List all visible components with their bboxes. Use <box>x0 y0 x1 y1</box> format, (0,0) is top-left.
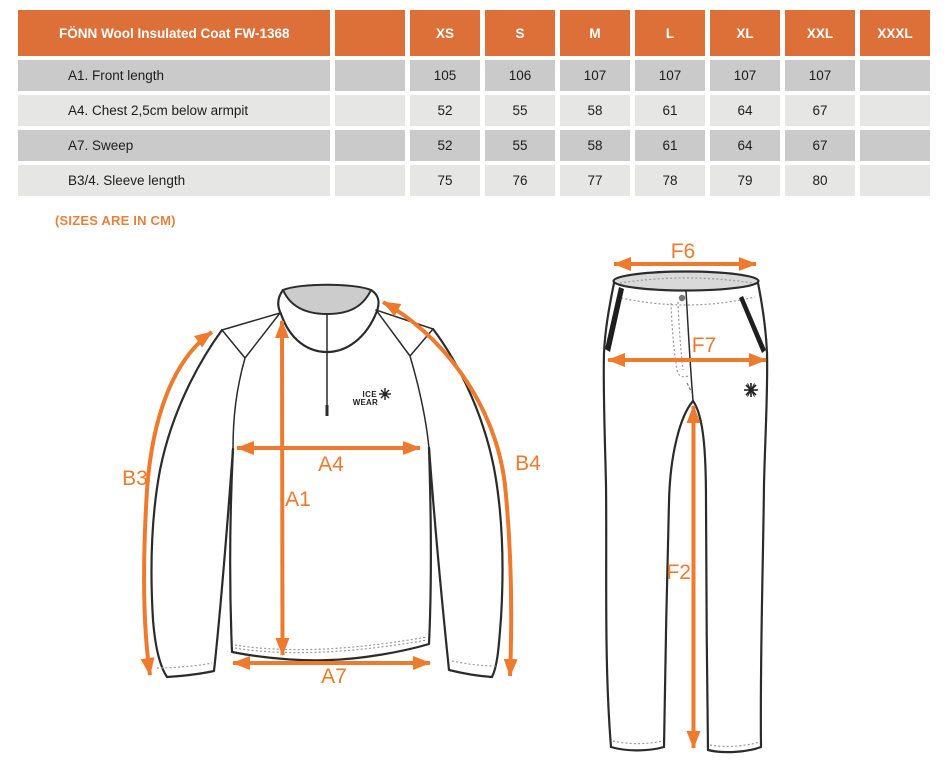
row-label: A1. Front length <box>18 60 330 91</box>
jacket-left-sleeve <box>150 328 235 679</box>
a1-label: A1 <box>285 488 311 511</box>
value-cell: 67 <box>785 95 855 126</box>
leg-hem-stitch <box>612 740 760 748</box>
pants-right-inseam <box>691 399 710 752</box>
right-pocket <box>739 296 766 353</box>
value-cell: 76 <box>485 165 555 196</box>
size-chart-table: FÖNN Wool Insulated Coat FW-1368 XS S M … <box>13 6 935 200</box>
fly-dash <box>686 382 693 394</box>
pants-left-inseam <box>662 399 695 749</box>
table-row: A4. Chest 2,5cm below armpit 52 55 58 61… <box>18 95 930 126</box>
left-cuff-stitch <box>156 662 213 669</box>
value-cell: 52 <box>410 130 480 161</box>
value-cell: 61 <box>635 95 705 126</box>
spacer-cell <box>335 130 405 161</box>
value-cell: 105 <box>410 60 480 91</box>
a1-arrow <box>275 320 290 656</box>
value-cell: 107 <box>785 60 855 91</box>
size-header-xl: XL <box>710 10 780 56</box>
jacket-drawing: ICE WEAR <box>150 283 504 679</box>
jacket-torso <box>229 446 432 662</box>
value-cell <box>860 60 930 91</box>
center-front-seam <box>685 290 694 401</box>
value-cell: 55 <box>485 130 555 161</box>
units-note: (SIZES ARE IN CM) <box>55 213 176 228</box>
header-row: FÖNN Wool Insulated Coat FW-1368 XS S M … <box>18 10 930 56</box>
value-cell <box>860 165 930 196</box>
spacer-cell <box>335 95 405 126</box>
value-cell <box>860 95 930 126</box>
value-cell: 106 <box>485 60 555 91</box>
value-cell: 107 <box>710 60 780 91</box>
table-row: A1. Front length 105 106 107 107 107 107 <box>18 60 930 91</box>
b4-label: B4 <box>515 452 541 475</box>
b4-arrow <box>382 300 518 677</box>
right-cuff-stitch <box>451 660 498 667</box>
size-header-xxl: XXL <box>785 10 855 56</box>
icewear-logo: ICE WEAR <box>353 388 391 407</box>
size-header-l: L <box>635 10 705 56</box>
value-cell: 107 <box>560 60 630 91</box>
value-cell: 64 <box>710 95 780 126</box>
hem-stitch <box>234 636 428 654</box>
fly-stitch <box>670 301 689 378</box>
table-row: B3/4. Sleeve length 75 76 77 78 79 80 <box>18 165 930 196</box>
logo-text-line2: WEAR <box>353 398 378 407</box>
jacket-arrows: B3 A4 A1 B4 A7 <box>122 300 541 688</box>
spacer-cell <box>335 165 405 196</box>
header-spacer-cell <box>335 10 405 56</box>
left-pocket <box>605 287 624 352</box>
left-shoulder-seams <box>221 312 281 450</box>
size-header-s: S <box>485 10 555 56</box>
b3-label: B3 <box>122 467 148 490</box>
snowflake-icon <box>744 383 758 397</box>
value-cell: 79 <box>710 165 780 196</box>
f2-label: F2 <box>666 561 691 584</box>
row-label: B3/4. Sleeve length <box>18 165 330 196</box>
size-header-xxxl: XXXL <box>860 10 930 56</box>
row-label: A4. Chest 2,5cm below armpit <box>18 95 330 126</box>
measurement-diagrams: ICE WEAR B3 A4 A1 B4 A7 <box>122 240 769 754</box>
snowflake-icon <box>379 388 391 400</box>
value-cell: 55 <box>485 95 555 126</box>
value-cell: 67 <box>785 130 855 161</box>
pants-right-hem <box>706 745 763 754</box>
value-cell <box>860 130 930 161</box>
value-cell: 52 <box>410 95 480 126</box>
f7-label: F7 <box>692 334 717 357</box>
table-row: A7. Sweep 52 55 58 61 64 67 <box>18 130 930 161</box>
pants-left-hem <box>609 745 666 752</box>
logo-text-line1: ICE <box>362 390 377 399</box>
a7-label: A7 <box>321 665 347 688</box>
product-title: FÖNN Wool Insulated Coat FW-1368 <box>18 10 330 56</box>
value-cell: 78 <box>635 165 705 196</box>
pants-right-outer <box>756 281 769 749</box>
pants-drawing <box>602 270 769 754</box>
value-cell: 61 <box>635 130 705 161</box>
value-cell: 107 <box>635 60 705 91</box>
waist-opening <box>612 270 760 292</box>
collar-opening <box>281 283 373 316</box>
value-cell: 58 <box>560 130 630 161</box>
spacer-cell <box>335 60 405 91</box>
b3-arrow <box>140 330 214 676</box>
value-cell: 64 <box>710 130 780 161</box>
a4-label: A4 <box>318 453 344 476</box>
waistband-stitch-bottom <box>616 296 756 306</box>
pants-arrows: F6 F7 F2 <box>607 240 767 749</box>
value-cell: 80 <box>785 165 855 196</box>
f6-label: F6 <box>671 240 696 263</box>
value-cell: 58 <box>560 95 630 126</box>
waistband-stitch-top <box>619 277 754 284</box>
value-cell: 75 <box>410 165 480 196</box>
size-header-xs: XS <box>410 10 480 56</box>
pants-left-outer <box>602 281 616 749</box>
waist-button <box>678 294 686 302</box>
value-cell: 77 <box>560 165 630 196</box>
row-label: A7. Sweep <box>18 130 330 161</box>
size-header-m: M <box>560 10 630 56</box>
